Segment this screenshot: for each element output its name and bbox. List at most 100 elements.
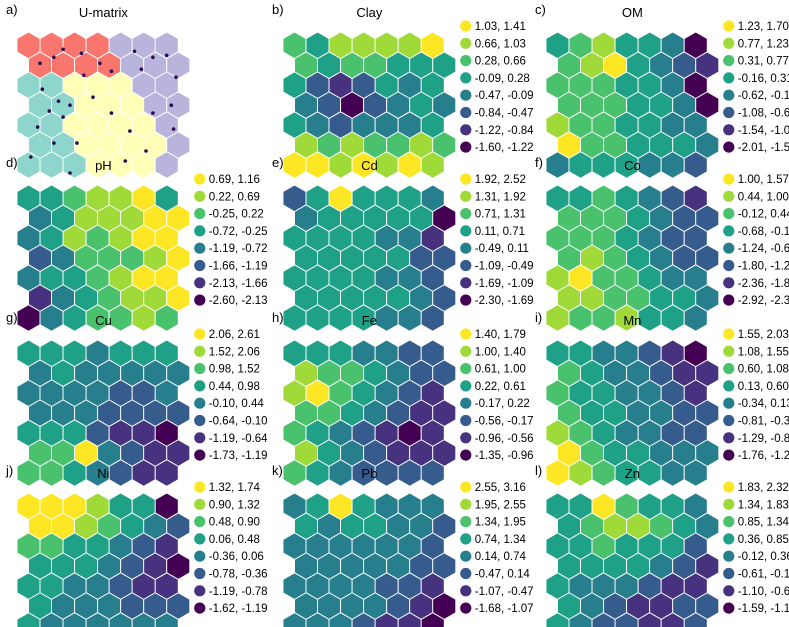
legend-key bbox=[723, 173, 735, 185]
sample-point bbox=[47, 109, 52, 113]
legend-key bbox=[723, 585, 735, 597]
legend-key bbox=[723, 363, 735, 375]
legend-entry: -0.09, 0.28 bbox=[475, 73, 530, 85]
sample-point bbox=[132, 49, 137, 54]
sample-point bbox=[98, 61, 102, 66]
legend-key bbox=[723, 602, 735, 614]
legend-entry: -0.47, 0.14 bbox=[475, 569, 531, 581]
legend-key bbox=[460, 106, 472, 119]
panel-letter: j) bbox=[5, 463, 13, 478]
legend-entry: 1.92, 2.52 bbox=[475, 174, 526, 186]
legend-key bbox=[460, 516, 472, 528]
panel-letter: f) bbox=[535, 155, 543, 170]
legend-entry: -0.78, -0.36 bbox=[209, 569, 268, 581]
legend-key bbox=[194, 567, 206, 580]
legend-key bbox=[460, 567, 472, 580]
legend-key bbox=[723, 20, 735, 32]
panel-letter: a) bbox=[6, 2, 18, 17]
sample-point bbox=[174, 75, 178, 79]
sample-point bbox=[144, 149, 148, 153]
sample-point bbox=[164, 53, 169, 58]
sample-point bbox=[151, 55, 155, 60]
legend-entry: -0.64, -0.10 bbox=[209, 416, 268, 428]
legend-key bbox=[194, 414, 206, 427]
legend-entry: 1.03, 1.41 bbox=[475, 21, 526, 33]
legend-key bbox=[723, 72, 735, 84]
sample-point bbox=[68, 171, 72, 175]
legend-key bbox=[194, 498, 206, 510]
legend-key bbox=[460, 602, 472, 614]
legend-key bbox=[723, 498, 735, 510]
legend-key bbox=[194, 533, 206, 545]
legend-entry: -0.81, -0.34 bbox=[738, 416, 789, 428]
legend-entry: -2.30, -1.69 bbox=[475, 295, 534, 307]
legend-key bbox=[460, 498, 472, 510]
legend-entry: 0.74, 1.34 bbox=[475, 534, 527, 546]
legend-entry: -1.80, -1.24 bbox=[738, 261, 789, 273]
legend-entry: -0.17, 0.22 bbox=[475, 398, 530, 410]
panel-title: Fe bbox=[362, 313, 377, 328]
sample-point bbox=[75, 141, 79, 145]
legend-key bbox=[460, 345, 472, 357]
legend-entry: -2.36, -1.80 bbox=[738, 278, 789, 290]
sample-point bbox=[91, 95, 95, 99]
sample-point bbox=[79, 51, 84, 56]
sample-point bbox=[29, 155, 33, 159]
sample-point bbox=[109, 111, 114, 115]
legend-entry: -1.54, -1.08 bbox=[738, 125, 789, 137]
legend-entry: -1.68, -1.07 bbox=[475, 603, 534, 615]
panel-letter: i) bbox=[535, 310, 542, 325]
panel-om: c) OM 1.23, 1.70 0.77, 1.23 0.31, 0.77 -0.16,… bbox=[535, 2, 789, 179]
legend-entry: 1.08, 1.55 bbox=[738, 346, 789, 358]
legend-entry: 0.48, 0.90 bbox=[209, 517, 260, 529]
legend-key bbox=[460, 89, 472, 101]
legend-key bbox=[723, 432, 735, 444]
sample-point bbox=[40, 87, 45, 91]
legend-key bbox=[194, 449, 206, 461]
legend-key bbox=[723, 141, 735, 153]
sample-point bbox=[171, 127, 176, 131]
legend-entry: -0.12, 0.44 bbox=[738, 209, 789, 221]
legend-key bbox=[723, 190, 735, 202]
panel-clay: b) Clay 1.03, 1.41 0.66, 1.03 0.28, 0.66 -0.0… bbox=[272, 2, 534, 179]
panel-title: Cd bbox=[361, 158, 378, 173]
panel-co: f) Co 1.00, 1.57 0.44, 1.00 -0.12, 0.44 -0.68… bbox=[535, 155, 789, 332]
panel-zn: l) Zn 1.83, 2.32 1.34, 1.83 0.85, 1.34 0.36, … bbox=[535, 463, 789, 627]
legend-entry: 0.77, 1.23 bbox=[738, 38, 789, 50]
panel-cd: e) Cd 1.92, 2.52 1.31, 1.92 0.71, 1.31 0.11, … bbox=[272, 155, 534, 332]
legend-entry: -1.60, -1.22 bbox=[475, 142, 534, 154]
legend-entry: 0.60, 1.08 bbox=[738, 364, 789, 376]
legend-key bbox=[460, 432, 472, 444]
legend-key bbox=[723, 328, 735, 340]
hex-cell-r6-c6 bbox=[683, 151, 708, 179]
legend-entry: -1.22, -0.84 bbox=[475, 125, 534, 137]
panel-pb: k) Pb 2.55, 3.16 1.95, 2.55 1.34, 1.95 0.74, … bbox=[272, 463, 534, 627]
panel-title: Ni bbox=[97, 466, 109, 481]
panel-title: U-matrix bbox=[79, 5, 129, 20]
panel-letter: d) bbox=[6, 155, 18, 170]
legend-entry: -1.10, -0.61 bbox=[738, 586, 789, 598]
legend-entry: -0.12, 0.36 bbox=[738, 551, 789, 563]
hex-cell-r6-c6 bbox=[154, 151, 179, 179]
legend-key bbox=[723, 294, 735, 306]
legend-entry: -1.73, -1.19 bbox=[209, 450, 268, 462]
legend-entry: 1.31, 1.92 bbox=[475, 191, 526, 203]
legend-key bbox=[723, 380, 735, 392]
legend-entry: 0.22, 0.69 bbox=[209, 191, 260, 203]
legend-key bbox=[460, 208, 472, 220]
panel-title: pH bbox=[95, 158, 112, 173]
legend-key bbox=[460, 72, 472, 84]
legend-key bbox=[460, 397, 472, 409]
legend-entry: -1.29, -0.81 bbox=[738, 433, 789, 445]
panel-title: Zn bbox=[625, 466, 640, 481]
legend-entry: -0.16, 0.31 bbox=[738, 73, 789, 85]
sample-point bbox=[35, 125, 40, 129]
legend-key bbox=[194, 328, 206, 340]
legend-key bbox=[194, 173, 206, 185]
legend-entry: 1.23, 1.70 bbox=[738, 21, 789, 33]
panel-letter: e) bbox=[272, 155, 284, 170]
sample-point bbox=[38, 61, 42, 66]
sample-point bbox=[169, 103, 174, 107]
legend-key bbox=[723, 516, 735, 528]
